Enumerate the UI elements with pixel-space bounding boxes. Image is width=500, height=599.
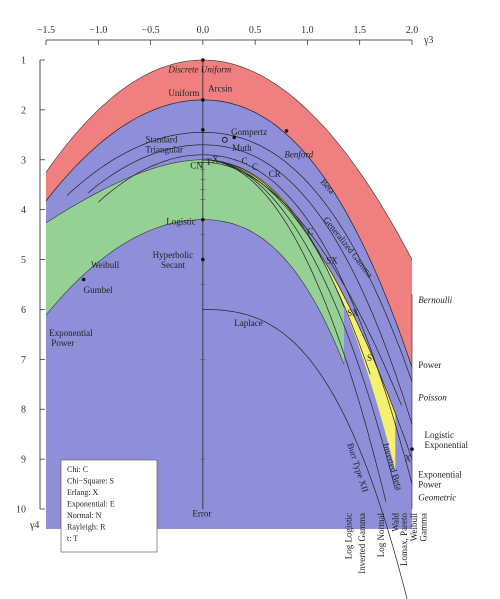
y-tick-label: 4 [21,205,26,216]
point-label: Uniform [168,88,199,98]
y-axis-title: γ4 [29,520,39,531]
point-marker [81,277,86,282]
chart-legend: Chi: C Chi−Square: S Erlang: X Exponential:… [60,459,158,553]
bottom-label: Lomax, Pareto [399,513,409,566]
legend-item: Exponential: E [67,500,115,509]
point-marker [201,217,205,222]
point-label: Logistic [425,430,455,440]
point-label: Geometric [418,493,456,503]
point-label: Exponential [425,440,469,450]
point-label: Exponential [49,328,93,338]
point-label: Power [51,338,74,348]
bottom-label: Inverted Gamma [357,513,367,574]
point-label: Bernoulli [418,295,452,305]
burr-lower-boundary [45,219,345,365]
point-label: C [242,156,248,166]
legend-item: Chi: C [67,465,88,474]
point-label: Poisson [417,393,447,403]
bottom-label: Wald [390,513,400,532]
bottom-label: Gamma [419,513,429,542]
point-label: Hyperbolic [153,250,194,260]
point-marker [201,128,205,132]
boundary-curve-1 [45,99,413,368]
chart-regions [46,60,412,530]
point-label: Power [418,480,441,490]
point-label: T [206,157,212,167]
point-label: Arcsin [208,83,232,93]
x-axis-title: γ3 [423,35,433,46]
point-label: CN [190,160,203,170]
point-label: CR [269,169,281,179]
y-tick-label: 5 [21,255,26,266]
point-label: Exponential [418,470,462,480]
legend-item: Rayleigh: R [67,523,106,532]
point-label: Laplace [234,318,262,328]
boundary-curve-3 [87,144,413,425]
boundary-curve-2 [66,132,413,382]
burr-upper-boundary [45,159,345,308]
x-tick-label: 2.0 [406,25,419,36]
y-tick-label: 1 [21,56,26,67]
point-label: S [367,353,372,363]
point-label: C [252,162,258,172]
legend-item: Chi−Square: S [67,477,114,486]
point-label: Secant [161,260,185,270]
point-label: Logistic [166,217,196,227]
point-label: Gompertz [231,127,267,137]
point-label: Discrete Uniform [167,64,231,74]
x-tick-label: −1.0 [89,25,107,36]
y-tick-label: 2 [21,105,26,116]
point-label: Triangular [145,144,183,154]
x-tick-label: 1.5 [353,25,366,36]
point-label: Standard [145,134,177,144]
bottom-label: Log Normal [376,513,386,558]
point-label: Gumbel [84,285,113,295]
y-tick-label: 3 [21,155,26,166]
boundary-curve-4 [98,154,413,485]
boundary-curve-6 [202,159,396,490]
point-label: SX [347,308,359,318]
legend-item: t: T [67,534,78,543]
legend-box [60,459,158,553]
point-label: X [405,454,412,464]
point-label: Muth [232,143,252,153]
point-marker [284,129,289,133]
x-tick-label: −0.5 [142,25,160,36]
x-tick-label: −1.5 [37,25,55,36]
bottom-label: Log Logistic [343,513,353,559]
point-marker [221,136,228,143]
point-label: Benford [284,149,313,159]
y-tick-label: 10 [16,505,26,516]
boundary-curve-10 [202,309,408,599]
chart-axes: −1.5 −1.0 −0.5 0.0 0.5 1.0 1.5 2.0 1 2 3 4 5 6 7 8 9 10 γ3… [16,25,433,531]
y-tick-label: 7 [21,355,26,366]
y-tick-label: 6 [21,305,26,316]
y-tick-label: 9 [21,455,26,466]
point-label: Power [418,360,441,370]
bottom-label: Weibull [409,513,419,542]
x-tick-label: 0.0 [197,25,210,36]
legend-item: Normal: N [67,511,102,520]
point-marker [232,135,237,140]
y-tick-label: 8 [21,405,26,416]
boundary-curve-9 [197,161,402,406]
point-marker [201,58,205,62]
point-label: X [212,154,219,164]
x-tick-label: 1.0 [301,25,314,36]
point-marker [201,98,205,102]
x-tick-label: 0.5 [249,25,262,36]
region-burr-xii [46,159,344,365]
point-label: Error [192,508,211,518]
point-marker [410,447,414,451]
point-label: Weibull [91,260,120,270]
point-marker [201,257,205,262]
point-label: SX [326,256,338,266]
beta-upper-boundary [45,59,413,260]
legend-item: Erlang: X [67,488,99,497]
point-label: C [307,227,313,237]
distribution-curves [45,59,413,599]
